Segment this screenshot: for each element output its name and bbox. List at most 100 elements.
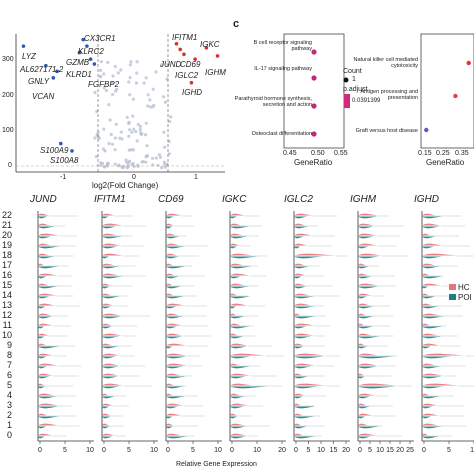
violin-poi bbox=[102, 246, 118, 249]
violin-poi bbox=[102, 436, 113, 439]
violin-hc bbox=[422, 373, 444, 376]
gene-label: GNLY bbox=[28, 77, 50, 86]
violin-hc bbox=[422, 363, 437, 366]
volcano-point bbox=[144, 121, 148, 125]
violin-hc bbox=[422, 263, 437, 266]
violin-gene-title: JUND bbox=[30, 194, 57, 205]
violin-poi bbox=[166, 336, 183, 339]
violin-poi bbox=[230, 266, 251, 269]
violin-poi bbox=[230, 366, 250, 369]
violin-xtick: 15 bbox=[330, 447, 338, 454]
legend-padj-title: p.adjust bbox=[343, 86, 368, 93]
violin-poi bbox=[422, 366, 441, 369]
cluster-label: 9 bbox=[7, 340, 12, 350]
volcano-point bbox=[106, 60, 110, 64]
volcano-point bbox=[111, 92, 115, 97]
volcano-point bbox=[145, 153, 150, 158]
volcano-point bbox=[127, 80, 131, 84]
gene-label: IGLC2 bbox=[175, 71, 199, 80]
violin-hc bbox=[38, 273, 58, 276]
violin-poi bbox=[422, 266, 440, 269]
violin-poi bbox=[294, 356, 325, 359]
violin-poi bbox=[102, 396, 115, 399]
violin-hc bbox=[358, 283, 379, 286]
violin-poi bbox=[422, 376, 442, 379]
violin-poi bbox=[294, 326, 307, 329]
violin-poi bbox=[102, 286, 110, 289]
violin-hc bbox=[38, 233, 60, 236]
violin-poi bbox=[230, 356, 251, 359]
violin-hc bbox=[166, 433, 182, 436]
volcano-point-vcan bbox=[51, 76, 56, 80]
violin-hc bbox=[294, 403, 302, 406]
violin-hc bbox=[358, 373, 365, 376]
violin-poi bbox=[166, 266, 186, 269]
violin-hc bbox=[294, 273, 307, 276]
violin-xtick: 20 bbox=[342, 447, 350, 454]
violin-poi bbox=[358, 376, 365, 379]
violin-poi bbox=[102, 376, 118, 379]
violin-poi bbox=[230, 246, 237, 249]
violin-hc bbox=[166, 373, 182, 376]
violin-poi bbox=[358, 216, 378, 219]
violin-poi bbox=[102, 316, 123, 319]
violin-hc bbox=[358, 303, 371, 306]
violin-hc bbox=[102, 253, 124, 256]
violin-poi bbox=[38, 256, 55, 259]
volcano-ytick: 0 bbox=[8, 162, 12, 169]
violin-poi bbox=[294, 226, 308, 229]
legend-count-dot bbox=[343, 77, 349, 83]
violin-hc bbox=[422, 243, 444, 246]
volcano-point bbox=[167, 139, 171, 144]
violin-poi bbox=[294, 436, 315, 439]
violin-gene-title: IGHD bbox=[414, 194, 439, 205]
dotplot-xtick: 0.50 bbox=[311, 150, 325, 157]
legend-count-title: Count bbox=[343, 68, 362, 75]
violin-hc bbox=[230, 233, 244, 236]
volcano-point-ighm bbox=[215, 54, 220, 58]
violin-hc bbox=[38, 333, 50, 336]
dotplot-xtick: 0.15 bbox=[418, 150, 432, 157]
violin-poi bbox=[230, 336, 244, 339]
violin-hc bbox=[102, 213, 115, 216]
volcano-point bbox=[127, 134, 131, 138]
violin-hc bbox=[294, 353, 326, 356]
volcano-point bbox=[154, 70, 158, 74]
violin-xtick: 5 bbox=[127, 447, 131, 454]
violin-hc bbox=[422, 393, 430, 396]
violin-poi bbox=[358, 256, 379, 259]
violin-hc bbox=[294, 263, 306, 266]
violin-poi bbox=[230, 406, 245, 409]
volcano-xtick: 1 bbox=[194, 174, 198, 181]
violin-xtick: 0 bbox=[422, 447, 426, 454]
violin-poi bbox=[166, 226, 173, 229]
violin-hc bbox=[422, 323, 431, 326]
violin-xtick: 0 bbox=[230, 447, 234, 454]
violin-poi bbox=[358, 276, 372, 279]
volcano-point bbox=[118, 136, 122, 140]
dot-point bbox=[311, 131, 317, 137]
violin-poi bbox=[102, 256, 110, 259]
volcano-point bbox=[103, 149, 107, 153]
volcano-point bbox=[127, 160, 131, 164]
violin-hc bbox=[294, 383, 326, 386]
volcano-point bbox=[102, 86, 106, 90]
violin-poi bbox=[294, 276, 302, 279]
violin-gene-title: IFITM1 bbox=[94, 194, 126, 205]
volcano-point bbox=[135, 71, 139, 75]
violin-hc bbox=[38, 373, 54, 376]
violin-hc bbox=[102, 243, 122, 246]
violin-hc bbox=[294, 343, 305, 346]
violin-gene-title: IGKC bbox=[222, 194, 247, 205]
volcano-point bbox=[119, 130, 123, 134]
violin-poi bbox=[422, 306, 439, 309]
violin-poi bbox=[358, 266, 369, 269]
violin-poi bbox=[102, 336, 120, 339]
enrichment-dotplots bbox=[283, 33, 474, 149]
violin-poi bbox=[38, 376, 50, 379]
violin-poi bbox=[230, 346, 248, 349]
violin-hc bbox=[294, 323, 316, 326]
volcano-point bbox=[145, 144, 149, 148]
violin-hc bbox=[294, 303, 313, 306]
violin-gene-title: IGLC2 bbox=[284, 194, 313, 205]
